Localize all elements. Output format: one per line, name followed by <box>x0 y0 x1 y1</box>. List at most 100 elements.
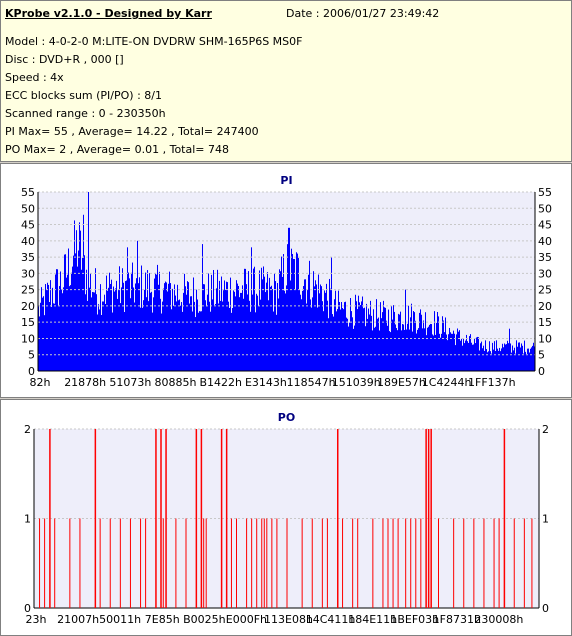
pi-bar <box>502 343 503 371</box>
y-tick-label: 20 <box>21 300 35 313</box>
pi-bar <box>374 327 375 371</box>
pi-bar <box>174 284 175 371</box>
y-tick-label: 1 <box>542 513 549 526</box>
pi-bar <box>249 300 250 371</box>
pi-bar <box>56 269 57 371</box>
pi-bar <box>183 292 184 371</box>
pi-bar <box>277 283 278 371</box>
pi-bar <box>322 301 323 371</box>
pi-bar <box>192 311 193 371</box>
pi-bar <box>239 297 240 371</box>
pi-bar <box>521 343 522 371</box>
pi-bar <box>66 277 67 371</box>
pi-bar <box>455 345 456 371</box>
pi-bar <box>227 282 228 371</box>
pi-bar <box>159 271 160 371</box>
pi-bar <box>47 282 48 371</box>
po-bar <box>79 518 81 608</box>
pi-bar <box>180 305 181 371</box>
po-bar <box>140 518 142 608</box>
y-tick-label: 45 <box>21 219 35 232</box>
pi-bar <box>194 301 195 371</box>
pi-bar <box>517 346 518 371</box>
po-bar <box>382 518 384 608</box>
pi-bar <box>353 328 354 371</box>
pi-bar <box>92 291 93 371</box>
po-bar <box>425 429 427 608</box>
pi-bar <box>381 318 382 371</box>
po-bar <box>453 518 455 608</box>
pi-bar <box>427 327 428 371</box>
pi-bar <box>95 268 96 371</box>
y-tick-label: 35 <box>21 251 35 264</box>
info-panel: KProbe v2.1.0 - Designed by Karr Date : … <box>0 0 572 162</box>
pi-bar <box>436 322 437 371</box>
pi-bar <box>189 303 190 371</box>
pi-bar <box>299 289 300 371</box>
pi-bar <box>89 287 90 371</box>
pi-bar <box>144 289 145 371</box>
pi-bar <box>320 284 321 371</box>
pi-bar <box>418 328 419 371</box>
pi-bar <box>70 285 71 371</box>
pi-bar <box>410 317 411 371</box>
pi-bar <box>428 326 429 371</box>
pi-bar <box>264 276 265 371</box>
pi-bar <box>143 300 144 371</box>
pi-bar <box>218 303 219 371</box>
po-bar <box>523 518 525 608</box>
pi-bar <box>429 324 430 371</box>
pi-bar <box>201 311 202 371</box>
chart-title: PI <box>280 174 292 187</box>
pi-bar <box>195 317 196 371</box>
pi-bar <box>344 302 345 371</box>
pi-chart-panel: PI 0 0 5 5 10 10 15 15 20 20 25 25 30 30 35 35 40 40 45 45 50… <box>0 163 572 398</box>
pi-bar <box>85 294 86 371</box>
pi-bar <box>199 311 200 371</box>
x-tick-label: 1C4244h <box>422 376 472 389</box>
pi-bar <box>281 256 282 371</box>
pi-bar <box>435 334 436 371</box>
app-title: KProbe v2.1.0 - Designed by Karr <box>5 7 212 20</box>
pi-bar <box>530 348 531 371</box>
y-tick-label: 5 <box>28 349 35 362</box>
pi-bar <box>457 328 458 371</box>
po-bar <box>397 518 399 608</box>
pi-bar <box>468 342 469 371</box>
pi-bar <box>484 350 485 371</box>
pi-bar <box>164 283 165 371</box>
po-bar <box>251 518 253 608</box>
pi-bar <box>524 340 525 371</box>
pi-bar <box>372 330 373 371</box>
pi-bar <box>403 324 404 371</box>
po-bar <box>430 429 432 608</box>
pi-bar <box>49 302 50 371</box>
pi-bar <box>527 348 528 371</box>
y-tick-label: 25 <box>21 284 35 297</box>
x-tick-label: 80885h <box>155 376 197 389</box>
pi-bar <box>358 295 359 371</box>
pi-bar <box>124 312 125 371</box>
po-bar <box>271 518 273 608</box>
pi-bar <box>168 283 169 371</box>
pi-bar <box>60 271 61 371</box>
pi-bar <box>181 302 182 371</box>
pi-bar <box>434 311 435 371</box>
pi-bar <box>114 291 115 371</box>
pi-bar <box>193 277 194 371</box>
po-bar <box>230 518 232 608</box>
po-bar <box>493 518 495 608</box>
pi-bar <box>64 254 65 371</box>
pi-bar <box>505 344 506 371</box>
pi-bar <box>120 303 121 371</box>
pi-bar <box>101 314 102 371</box>
pi-bar <box>125 281 126 371</box>
pi-bar <box>515 353 516 371</box>
pi-bar <box>302 290 303 371</box>
pi-bar <box>440 337 441 371</box>
po-bar <box>463 518 465 608</box>
pi-bar <box>86 269 87 371</box>
pi-bar <box>467 341 468 371</box>
pi-bar <box>481 341 482 371</box>
po-bar <box>392 518 394 608</box>
